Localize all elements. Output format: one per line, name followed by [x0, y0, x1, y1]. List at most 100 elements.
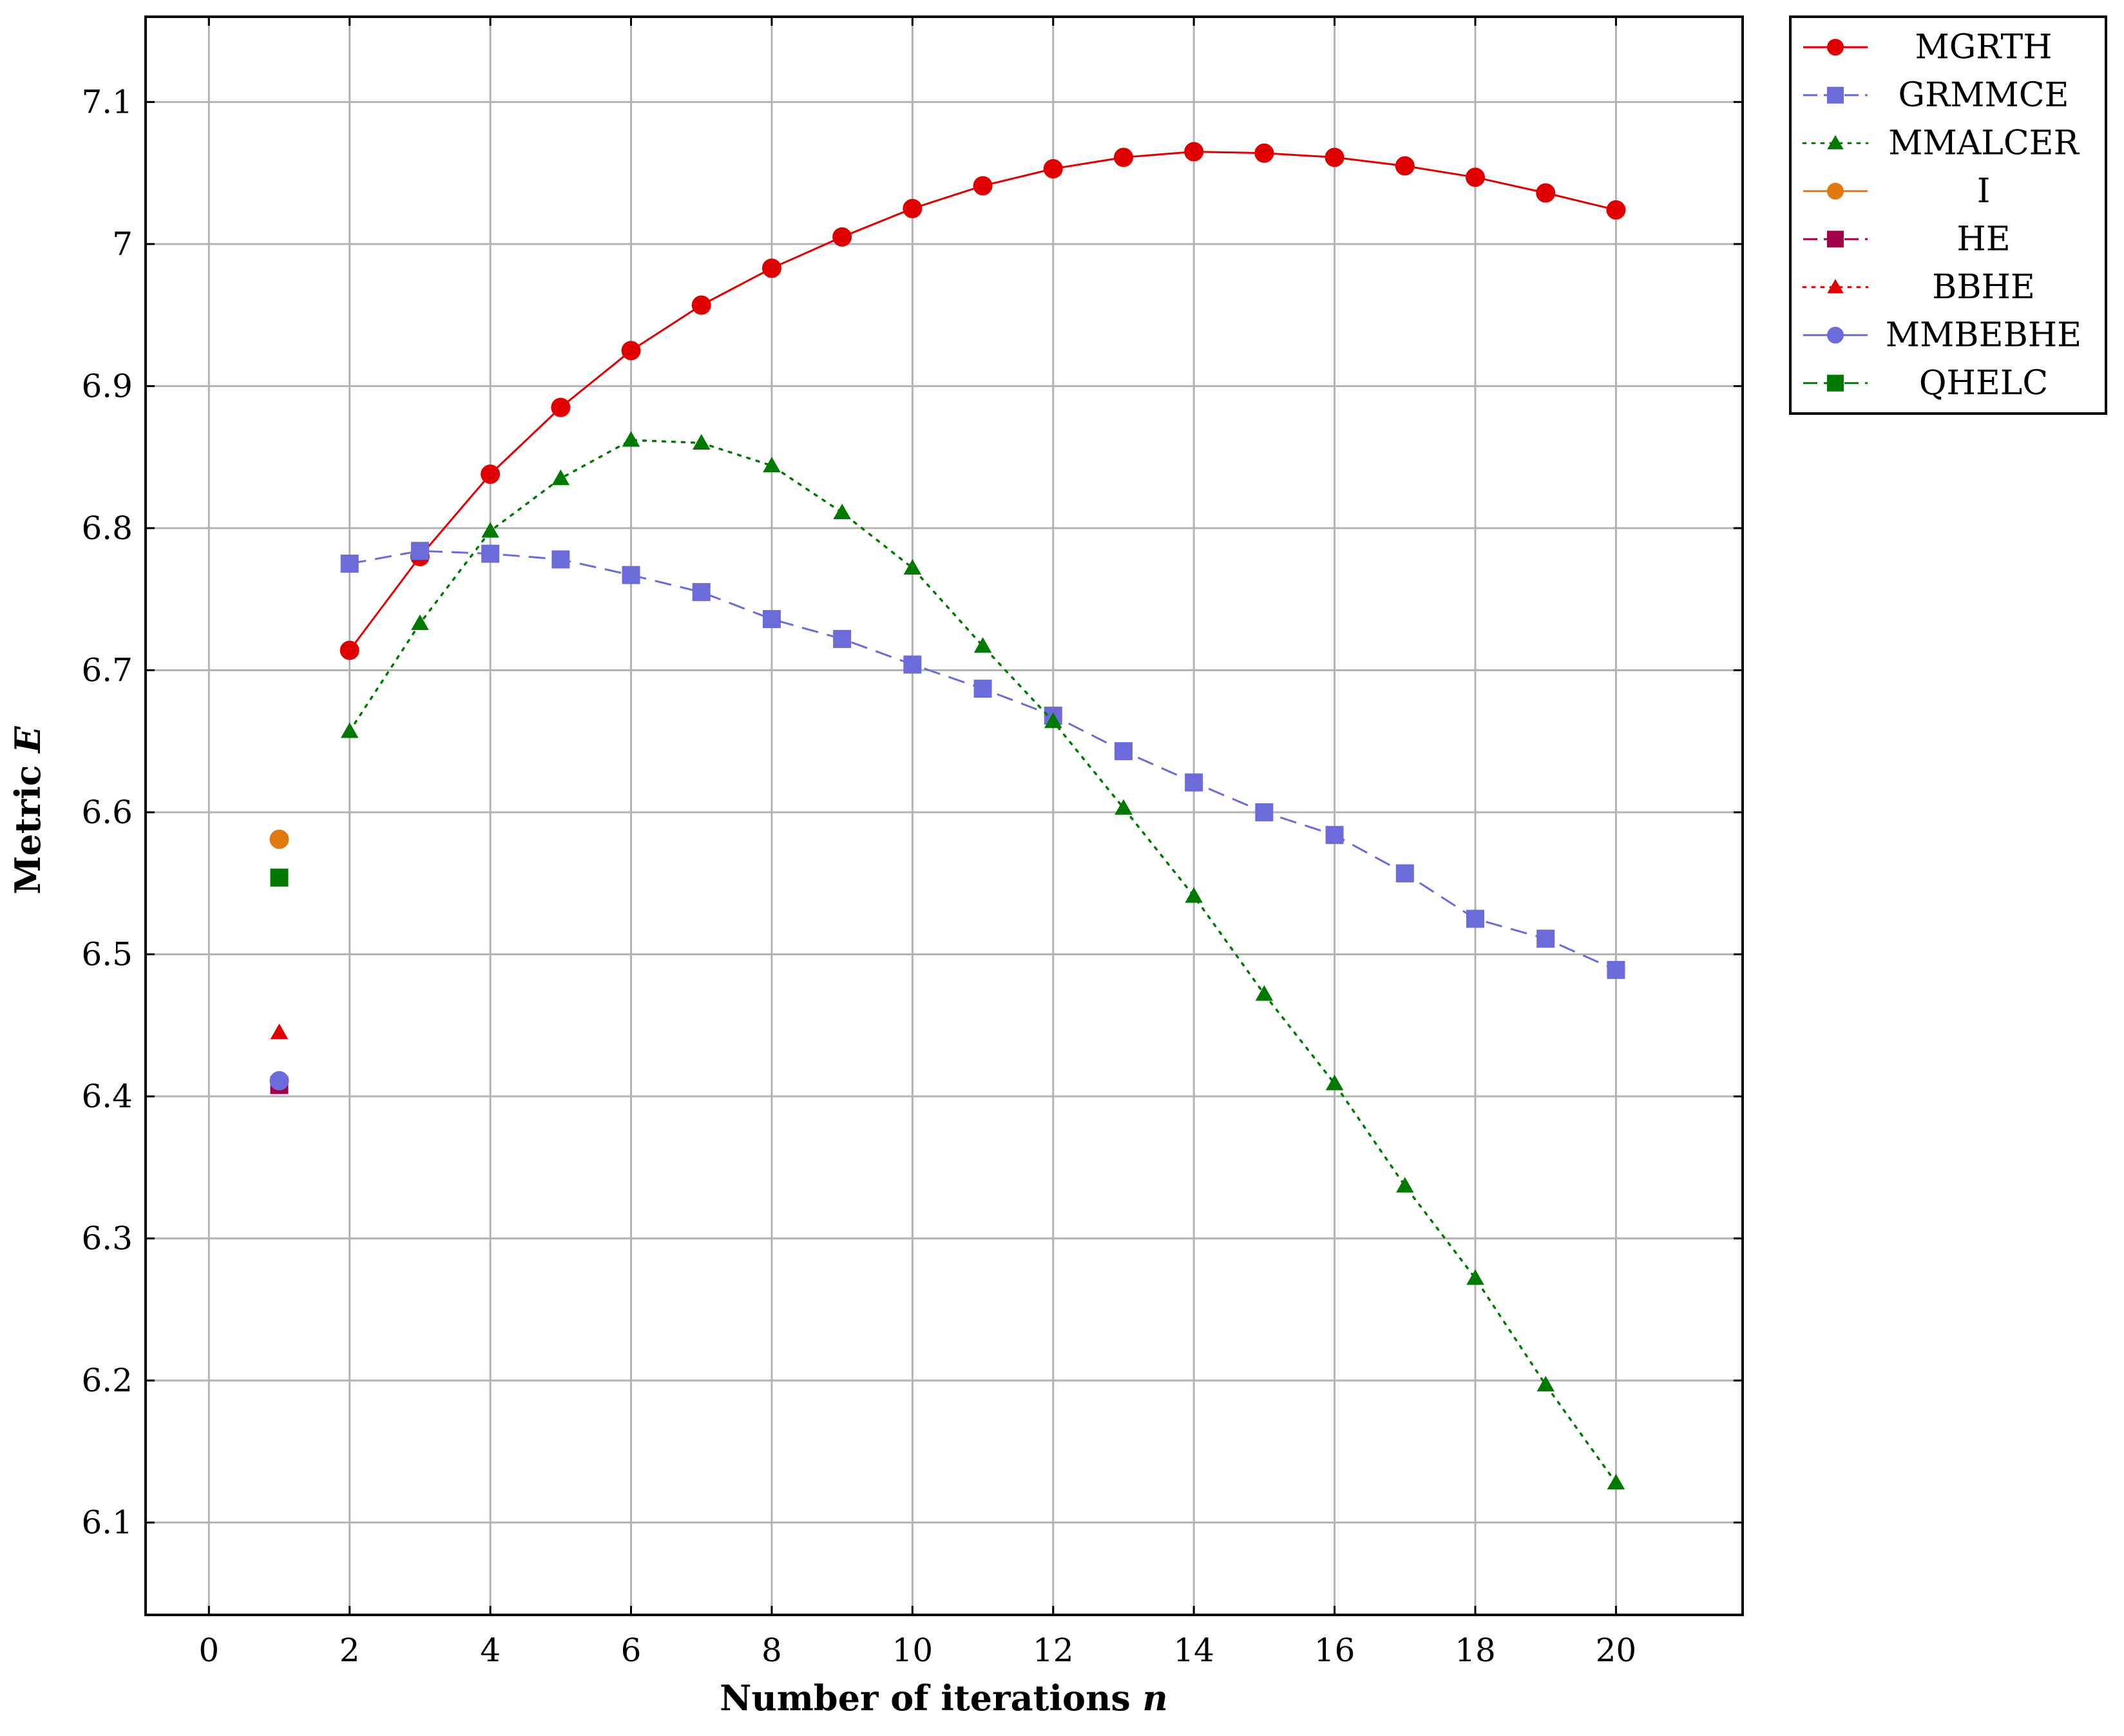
data-point-mgrth — [761, 258, 781, 278]
series-bbhe — [270, 1024, 289, 1040]
data-point-mgrth — [1466, 167, 1486, 187]
data-point-mmalcer — [1185, 887, 1203, 903]
legend-marker — [1827, 327, 1844, 344]
series-mmalcer — [340, 431, 1625, 1490]
data-point-mgrth — [340, 640, 359, 660]
data-point-mgrth — [551, 397, 571, 417]
x-axis-variable: n — [1143, 1677, 1168, 1719]
x-tick-label: 14 — [1173, 1632, 1214, 1669]
data-point-mgrth — [973, 176, 993, 196]
legend-entry-i: I — [1803, 172, 1990, 211]
y-axis-label: Metric E — [7, 726, 48, 895]
data-point-mmalcer — [340, 722, 359, 738]
legend-box — [1789, 15, 2107, 415]
legend-label: GRMMCE — [1899, 76, 2069, 115]
legend-entry-mgrth: MGRTH — [1803, 28, 2052, 66]
x-axis-label: Number of iterations n — [720, 1677, 1168, 1719]
data-point-mgrth — [1606, 200, 1626, 220]
data-point-mmalcer — [551, 469, 570, 486]
plot-frame — [144, 15, 1744, 1616]
series-i — [269, 829, 289, 849]
y-tick-label: 6.2 — [81, 1362, 133, 1399]
data-point-grmmce — [340, 555, 359, 573]
y-axis-label-text: Metric — [7, 765, 48, 895]
data-point-mgrth — [1254, 143, 1274, 163]
x-axis-label-text: Number of iterations — [720, 1677, 1131, 1719]
data-point-mmalcer — [622, 431, 640, 447]
data-point-mmalcer — [1607, 1474, 1625, 1490]
data-point-grmmce — [1325, 826, 1344, 844]
legend-label: MMBEBHE — [1886, 316, 2081, 354]
y-axis-variable: E — [7, 726, 48, 754]
y-tick-label: 7.1 — [81, 83, 133, 120]
x-tick-label: 10 — [892, 1632, 933, 1669]
tick-layer: 0 2 4 6 8 10 12 14 16 18 20 6.1 6.2 6.3 6.4 6.5 6.6 6.7 6.… — [81, 17, 1743, 1669]
data-point-grmmce — [1536, 930, 1555, 948]
legend-marker — [1827, 86, 1844, 104]
data-point-mmalcer — [411, 614, 429, 631]
data-point-mgrth — [832, 227, 852, 247]
data-point-mmalcer — [763, 457, 781, 473]
y-tick-label: 6.9 — [81, 367, 133, 405]
legend-label: I — [1977, 172, 1991, 211]
legend-entry-bbhe: BBHE — [1802, 268, 2035, 307]
data-point-grmmce — [551, 550, 570, 569]
data-point-mmalcer — [833, 503, 851, 520]
legend-label: BBHE — [1932, 268, 2035, 307]
legend-marker — [1827, 182, 1844, 200]
data-point-grmmce — [1466, 910, 1485, 928]
legend-entry-mmbebhe: MMBEBHE — [1803, 316, 2081, 354]
y-tick-label: 6.6 — [81, 794, 133, 831]
series-line-mgrth — [349, 150, 1616, 651]
data-point-grmmce — [481, 544, 500, 563]
data-point-mmalcer — [1325, 1074, 1344, 1091]
data-point-mgrth — [1536, 183, 1556, 203]
data-point-mmalcer — [481, 522, 499, 538]
legend-marker — [1827, 374, 1844, 392]
y-tick-label: 6.3 — [81, 1220, 133, 1257]
legend-marker — [1827, 279, 1844, 294]
data-point-mmalcer — [692, 434, 711, 450]
legend-entry-qhelc: QHELC — [1803, 364, 2048, 403]
legend-label: MGRTH — [1915, 28, 2052, 66]
data-point-mmalcer — [1044, 712, 1062, 729]
y-tick-label: 7 — [112, 225, 133, 263]
data-point-mgrth — [691, 295, 711, 315]
data-point-mgrth — [1043, 158, 1063, 178]
series-mgrth — [340, 142, 1626, 660]
series-grmmce — [340, 542, 1625, 979]
series-qhelc — [270, 868, 289, 887]
data-point-grmmce — [903, 655, 922, 674]
series-line-mmalcer — [348, 439, 1618, 1484]
x-tick-label: 8 — [761, 1632, 782, 1669]
series-line-grmmce — [349, 549, 1617, 971]
data-point-grmmce — [1185, 773, 1203, 792]
data-point-mmalcer — [903, 558, 922, 575]
data-point-qhelc — [270, 868, 289, 887]
data-point-mmalcer — [1466, 1269, 1484, 1285]
data-point-grmmce — [410, 542, 429, 560]
data-point-mgrth — [1113, 148, 1133, 167]
legend-label: QHELC — [1919, 364, 2048, 403]
data-point-grmmce — [622, 566, 640, 584]
data-point-mmalcer — [1536, 1375, 1555, 1392]
y-tick-label: 6.8 — [81, 510, 133, 547]
data-point-i — [269, 829, 289, 849]
legend-marker — [1827, 135, 1844, 149]
data-point-grmmce — [1607, 960, 1625, 979]
x-tick-label: 18 — [1455, 1632, 1496, 1669]
data-point-grmmce — [762, 610, 781, 629]
data-point-grmmce — [833, 629, 852, 648]
legend-label: HE — [1957, 220, 2010, 258]
series-mmbebhe — [269, 1071, 289, 1091]
y-tick-label: 6.4 — [81, 1078, 133, 1115]
data-point-mmbebhe — [269, 1071, 289, 1091]
data-point-mgrth — [1395, 156, 1415, 176]
data-point-mmalcer — [1115, 799, 1133, 815]
data-point-mmalcer — [1396, 1177, 1414, 1193]
data-point-mmalcer — [973, 637, 992, 653]
data-point-bbhe — [270, 1024, 289, 1040]
x-tick-label: 4 — [480, 1632, 501, 1669]
data-point-grmmce — [973, 680, 992, 698]
